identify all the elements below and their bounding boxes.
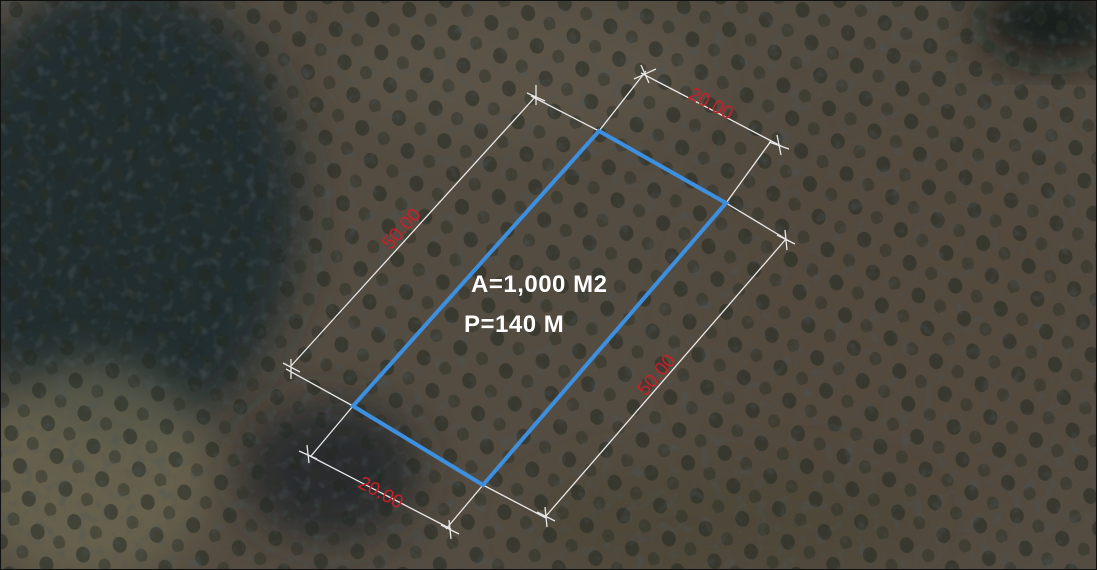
dim-tick-top-b <box>768 134 790 156</box>
dim-tick-left-a <box>526 85 546 105</box>
dim-line-right-ext-a <box>725 202 790 242</box>
dim-line-left-ext-a <box>530 95 600 132</box>
dim-line-top <box>598 70 647 132</box>
dimension-lines <box>282 64 796 540</box>
dim-line-right-ext-b <box>482 484 547 519</box>
dim-tick-left-b <box>282 359 301 379</box>
dim-line-bottom-main <box>305 453 452 530</box>
dim-line-right-main <box>545 238 787 517</box>
dim-line-left-ext-b <box>285 368 354 407</box>
dim-line-top-main <box>640 72 782 147</box>
dim-tick-bottom-a <box>298 444 318 464</box>
dim-tick-top-a <box>633 64 657 84</box>
dim-tick-bottom-b <box>440 519 460 540</box>
area-label: A=1,000 M2 <box>471 271 608 298</box>
dim-line-top-ext <box>725 140 772 204</box>
plot-boundary <box>349 128 730 488</box>
dim-tick-right-b <box>536 506 556 528</box>
perimeter-label: P=140 M <box>464 311 565 338</box>
dim-line-left-main <box>290 95 537 367</box>
dim-tick-right-a <box>776 229 796 251</box>
dim-line-bottom-ext-a <box>310 405 354 457</box>
dim-line-bottom-ext-b <box>445 484 484 530</box>
